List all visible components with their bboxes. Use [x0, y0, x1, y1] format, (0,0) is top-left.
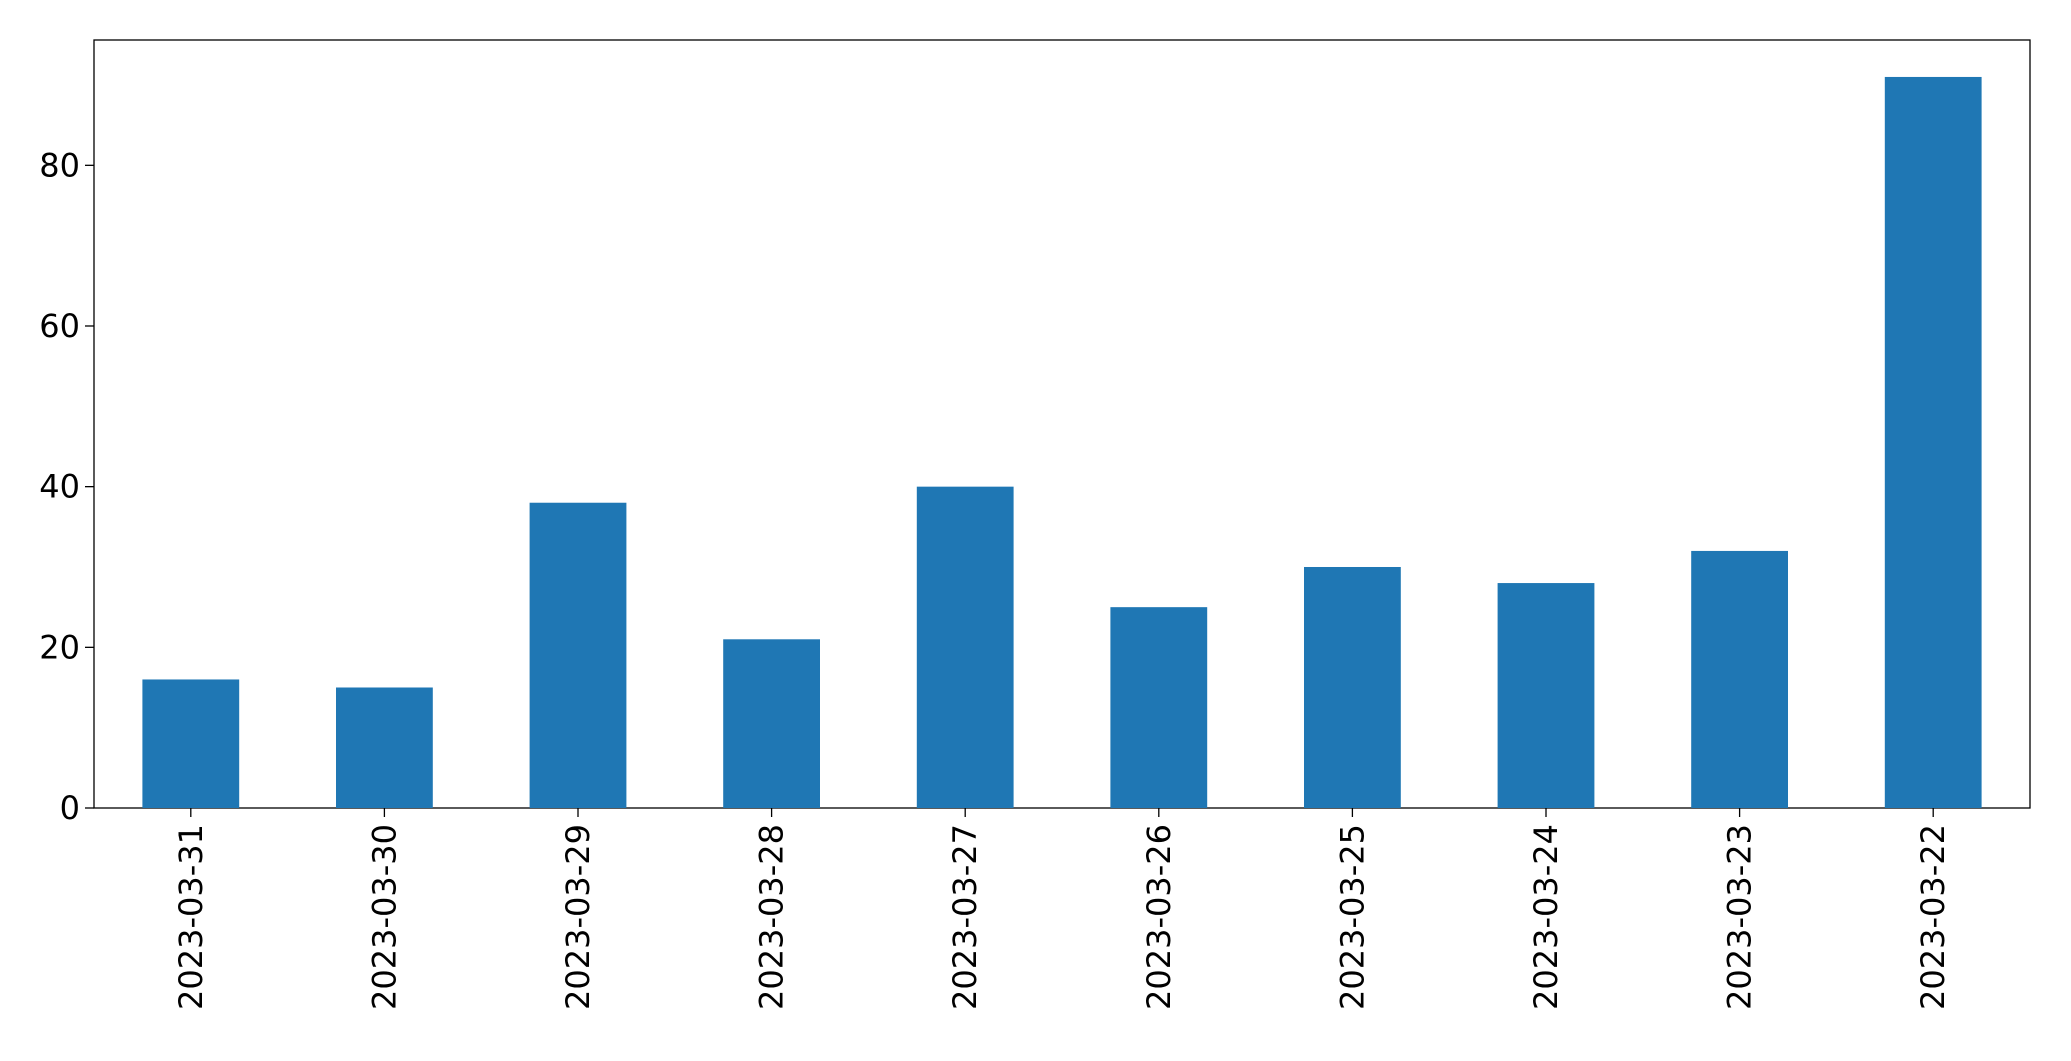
x-tick-label: 2023-03-27: [946, 824, 984, 1010]
x-tick-label: 2023-03-24: [1527, 824, 1565, 1010]
x-tick-label: 2023-03-26: [1140, 824, 1178, 1010]
y-tick-label: 80: [39, 146, 80, 184]
bar: [916, 486, 1014, 808]
bar: [1884, 76, 1982, 808]
bar: [336, 687, 433, 808]
x-tick-label: 2023-03-28: [753, 824, 791, 1010]
y-tick-label: 40: [39, 468, 80, 506]
x-tick-label: 2023-03-25: [1333, 824, 1371, 1010]
bar: [529, 502, 627, 808]
bar: [723, 639, 820, 808]
bar: [1110, 607, 1208, 808]
x-tick-label: 2023-03-31: [172, 824, 210, 1010]
x-tick-label: 2023-03-23: [1721, 824, 1759, 1010]
y-tick-label: 20: [39, 628, 80, 666]
plot-frame: [93, 39, 2031, 809]
y-tick-label: 60: [39, 307, 80, 345]
bar: [1497, 583, 1595, 808]
x-tick-label: 2023-03-30: [365, 824, 403, 1010]
bar: [1691, 550, 1788, 808]
x-tick-label: 2023-03-29: [559, 824, 597, 1010]
bar: [142, 679, 240, 808]
bar: [1304, 566, 1401, 808]
y-tick-label: 0: [60, 789, 80, 827]
x-tick-label: 2023-03-22: [1914, 824, 1952, 1010]
